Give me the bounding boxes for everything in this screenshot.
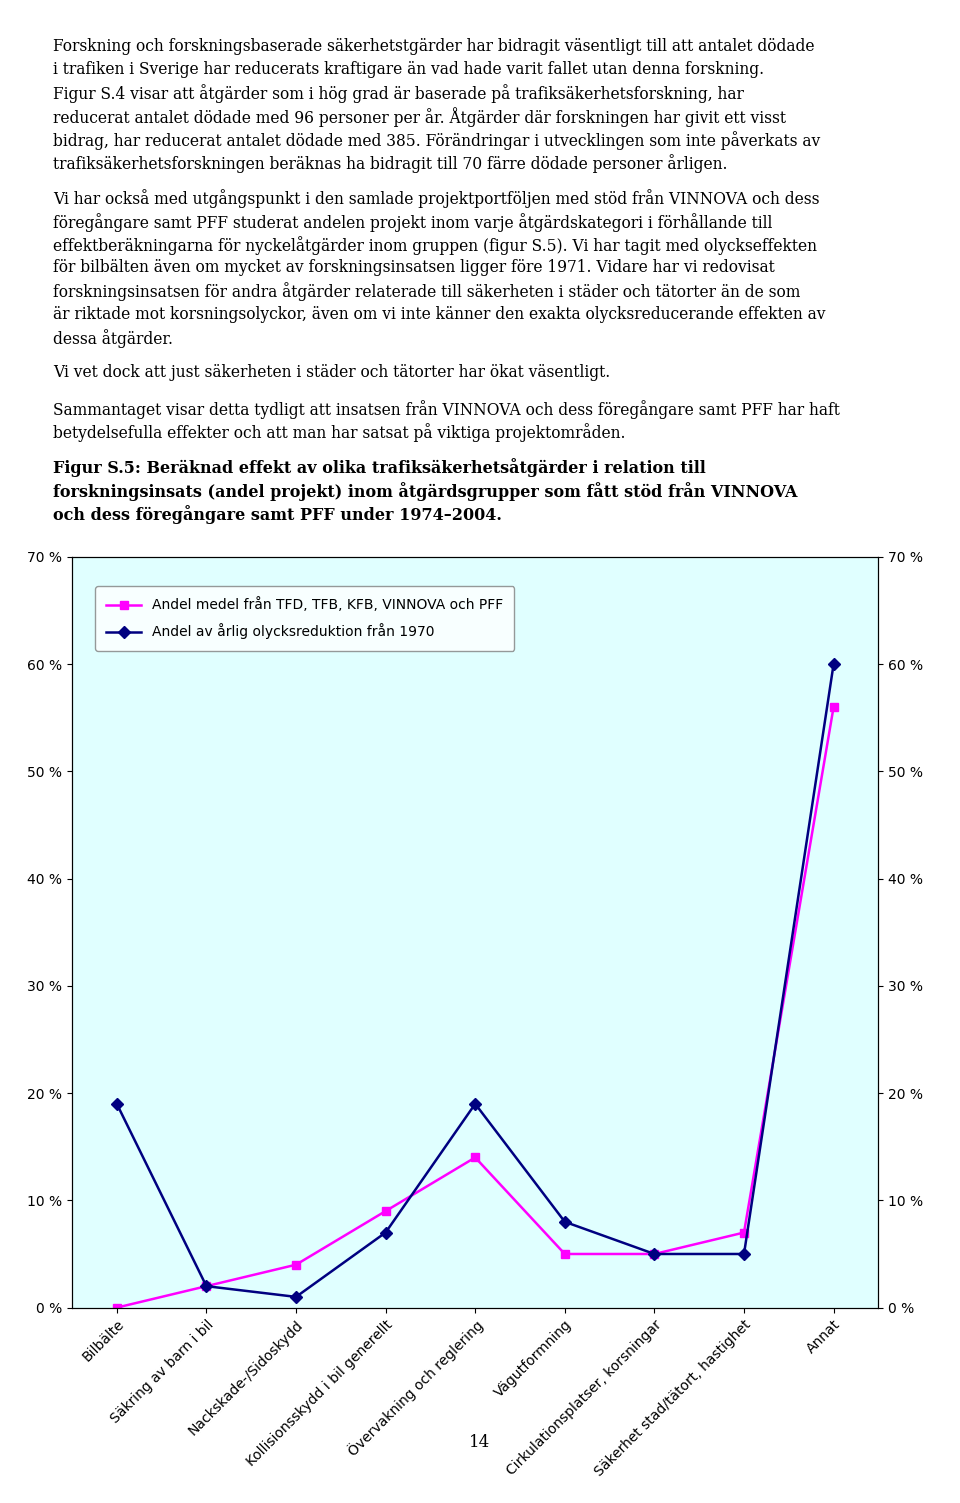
Text: Vi vet dock att just säkerheten i städer och tätorter har ökat väsentligt.: Vi vet dock att just säkerheten i städer… <box>53 364 610 382</box>
Text: betydelsefulla effekter och att man har satsat på viktiga projektområden.: betydelsefulla effekter och att man har … <box>53 422 625 442</box>
Text: Sammantaget visar detta tydligt att insatsen från VINNOVA och dess föregångare s: Sammantaget visar detta tydligt att insa… <box>53 400 840 419</box>
Text: reducerat antalet dödade med 96 personer per år. Åtgärder där forskningen har gi: reducerat antalet dödade med 96 personer… <box>53 107 786 128</box>
Text: Vi har också med utgångspunkt i den samlade projektportföljen med stöd från VINN: Vi har också med utgångspunkt i den saml… <box>53 189 819 209</box>
Text: bidrag, har reducerat antalet dödade med 385. Förändringar i utvecklingen som in: bidrag, har reducerat antalet dödade med… <box>53 131 820 150</box>
Text: för bilbälten även om mycket av forskningsinsatsen ligger före 1971. Vidare har : för bilbälten även om mycket av forsknin… <box>53 259 775 277</box>
Text: 14: 14 <box>469 1434 491 1452</box>
Text: och dess föregångare samt PFF under 1974–2004.: och dess föregångare samt PFF under 1974… <box>53 505 502 525</box>
Text: Figur S.4 visar att åtgärder som i hög grad är baserade på trafiksäkerhetsforskn: Figur S.4 visar att åtgärder som i hög g… <box>53 84 744 104</box>
Text: i trafiken i Sverige har reducerats kraftigare än vad hade varit fallet utan den: i trafiken i Sverige har reducerats kraf… <box>53 60 764 78</box>
Text: Figur S.5: Beräknad effekt av olika trafiksäkerhetsåtgärder i relation till: Figur S.5: Beräknad effekt av olika traf… <box>53 458 706 478</box>
Text: föregångare samt PFF studerat andelen projekt inom varje åtgärdskategori i förhå: föregångare samt PFF studerat andelen pr… <box>53 212 772 231</box>
Text: forskningsinsats (andel projekt) inom åtgärdsgrupper som fått stöd från VINNOVA: forskningsinsats (andel projekt) inom åt… <box>53 481 798 500</box>
Text: Forskning och forskningsbaserade säkerhetstgärder har bidragit väsentligt till a: Forskning och forskningsbaserade säkerhe… <box>53 38 814 54</box>
Text: trafiksäkerhetsforskningen beräknas ha bidragit till 70 färre dödade personer år: trafiksäkerhetsforskningen beräknas ha b… <box>53 153 728 173</box>
Text: effektberäkningarna för nyckelåtgärder inom gruppen (figur S.5). Vi har tagit me: effektberäkningarna för nyckelåtgärder i… <box>53 236 817 256</box>
Legend: Andel medel från TFD, TFB, KFB, VINNOVA och PFF, Andel av årlig olycksreduktion : Andel medel från TFD, TFB, KFB, VINNOVA … <box>95 586 515 651</box>
Text: forskningsinsatsen för andra åtgärder relaterade till säkerheten i städer och tä: forskningsinsatsen för andra åtgärder re… <box>53 283 801 302</box>
Text: är riktade mot korsningsolyckor, även om vi inte känner den exakta olycksreducer: är riktade mot korsningsolyckor, även om… <box>53 305 826 323</box>
Text: dessa åtgärder.: dessa åtgärder. <box>53 329 173 349</box>
